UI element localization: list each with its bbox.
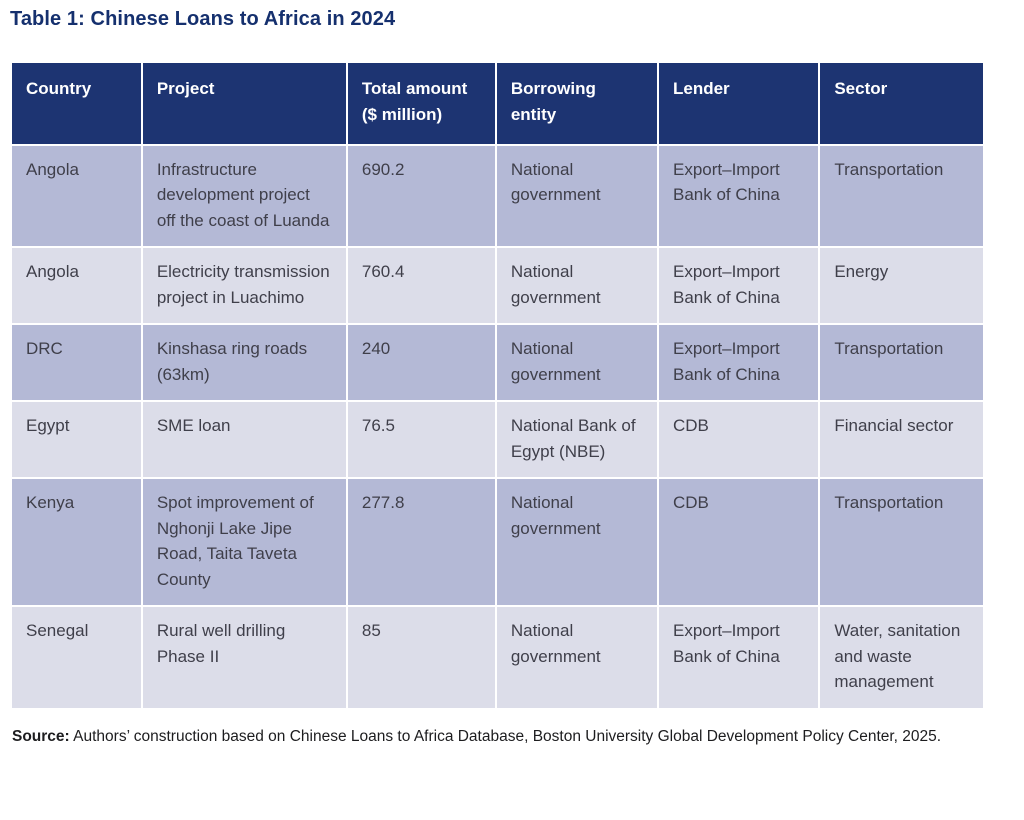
cell-borrowing-entity: National government [496, 248, 657, 324]
cell-project: Electricity transmission project in Luac… [142, 248, 346, 324]
cell-lender: Export–Import Bank of China [659, 607, 819, 708]
table-row: Kenya Spot improvement of Nghonji Lake Ji… [12, 479, 983, 606]
table-row: Egypt SME loan 76.5 National Bank of Egypt … [12, 402, 983, 478]
source-note: Source: Authors’ construction based on C… [12, 724, 985, 750]
cell-lender: Export–Import Bank of China [659, 248, 819, 324]
cell-sector: Transportation [820, 479, 983, 606]
column-header-country: Country [12, 63, 141, 144]
table-row: Senegal Rural well drilling Phase II 85 Nat… [12, 607, 983, 708]
cell-borrowing-entity: National government [496, 607, 657, 708]
cell-total-amount-million: 240 [347, 325, 495, 401]
loans-table: Country Project Total amount ($ million) Bor… [10, 61, 985, 710]
cell-project: Spot improvement of Nghonji Lake Jipe Ro… [142, 479, 346, 606]
cell-project: SME loan [142, 402, 346, 478]
source-text: Authors’ construction based on Chinese L… [69, 727, 942, 745]
column-header-sector: Sector [820, 63, 983, 144]
table-title: Table 1: Chinese Loans to Africa in 2024 [10, 8, 396, 30]
cell-country: Kenya [12, 479, 141, 606]
cell-borrowing-entity: National government [496, 325, 657, 401]
cell-borrowing-entity: National government [496, 145, 657, 247]
cell-total-amount-million: 760.4 [347, 248, 495, 324]
cell-sector: Financial sector [820, 402, 983, 478]
column-header-text: Total amount [361, 79, 468, 98]
table-body: Angola Infrastructure development project… [12, 145, 983, 708]
table-row: DRC Kinshasa ring roads (63km) 240 National… [12, 325, 983, 401]
table-row: Angola Electricity transmission project i… [12, 248, 983, 324]
column-header-lender: Lender [659, 63, 819, 144]
column-header-text: Country [26, 79, 92, 98]
cell-country: Egypt [12, 402, 141, 478]
column-header-borrowing-entity: Borrowing entity [496, 63, 657, 144]
column-header-text: Borrowing [510, 79, 596, 98]
cell-total-amount-million: 76.5 [347, 402, 495, 478]
cell-lender: Export–Import Bank of China [659, 325, 819, 401]
column-header-text: Project [156, 79, 215, 98]
cell-country: Senegal [12, 607, 141, 708]
source-label: Source: [12, 727, 70, 745]
cell-total-amount-million: 277.8 [347, 479, 495, 606]
cell-total-amount-million: 85 [347, 607, 495, 708]
cell-project: Kinshasa ring roads (63km) [142, 325, 346, 401]
header-row: Country Project Total amount ($ million) Bor… [12, 63, 983, 144]
cell-lender: Export–Import Bank of China [659, 145, 819, 247]
cell-country: DRC [12, 325, 141, 401]
table-row: Angola Infrastructure development project… [12, 145, 983, 247]
cell-sector: Energy [820, 248, 983, 324]
cell-sector: Transportation [820, 325, 983, 401]
cell-borrowing-entity: National Bank of Egypt (NBE) [496, 402, 657, 478]
column-header-total-amount-million: Total amount ($ million) [347, 63, 495, 144]
cell-lender: CDB [659, 402, 819, 478]
cell-country: Angola [12, 248, 141, 324]
cell-project: Infrastructure development project off t… [142, 145, 346, 247]
column-header-text: entity [510, 105, 557, 125]
cell-sector: Water, sanitation and waste management [820, 607, 983, 708]
column-header-text: Sector [834, 79, 888, 98]
column-header-project: Project [142, 63, 346, 144]
cell-country: Angola [12, 145, 141, 247]
cell-total-amount-million: 690.2 [347, 145, 495, 247]
cell-borrowing-entity: National government [496, 479, 657, 606]
cell-project: Rural well drilling Phase II [142, 607, 346, 708]
cell-sector: Transportation [820, 145, 983, 247]
column-header-text: ($ million) [361, 105, 443, 125]
table-header: Country Project Total amount ($ million) Bor… [12, 63, 983, 144]
column-header-text: Lender [673, 79, 730, 98]
cell-lender: CDB [659, 479, 819, 606]
